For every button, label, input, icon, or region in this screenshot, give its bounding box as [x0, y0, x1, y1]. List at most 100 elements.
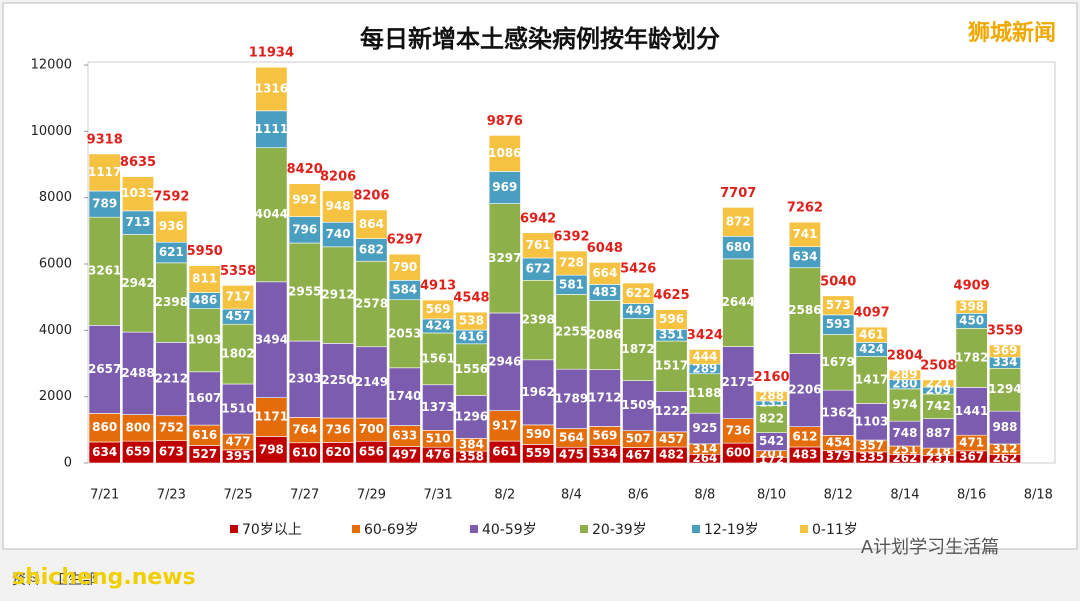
bar-segment	[788, 353, 821, 427]
bar-segment	[855, 326, 888, 343]
bar-segment	[655, 340, 688, 392]
legend-swatch	[580, 525, 588, 533]
x-tick-label: 8/12	[824, 488, 853, 503]
segment-label: 673	[159, 444, 184, 458]
segment-label: 449	[626, 304, 651, 318]
segment-label: 559	[526, 446, 551, 460]
x-tick-label: 7/21	[90, 488, 119, 503]
bar-segment	[488, 203, 521, 314]
total-label: 5950	[187, 244, 223, 259]
segment-label: 925	[692, 421, 717, 435]
total-label: 8206	[320, 169, 356, 184]
x-tick-label: 8/8	[694, 488, 715, 503]
segment-label: 534	[592, 447, 617, 461]
bar-segment	[322, 190, 355, 223]
total-label: 4909	[954, 279, 990, 294]
bar-segment	[488, 410, 521, 442]
segment-label: 596	[659, 312, 684, 326]
segment-label: 398	[959, 299, 984, 313]
segment-label: 467	[626, 448, 651, 462]
segment-label: 1086	[488, 146, 521, 160]
segment-label: 633	[392, 429, 417, 443]
segment-label: 728	[559, 256, 584, 270]
total-label: 5358	[220, 264, 256, 279]
segment-label: 2086	[588, 328, 621, 342]
bar-segment	[255, 66, 288, 112]
bar-segment	[222, 284, 255, 310]
total-label: 3424	[687, 328, 723, 343]
segment-label: 424	[426, 318, 451, 332]
bar-segment	[722, 418, 755, 444]
segment-label: 457	[659, 432, 684, 446]
segment-label: 2644	[722, 295, 755, 309]
segment-label: 379	[826, 449, 851, 463]
bar-segment	[922, 418, 955, 449]
segment-label: 1417	[855, 372, 888, 386]
segment-label: 917	[492, 418, 517, 432]
x-tick-label: 7/31	[424, 488, 453, 503]
bar-segment	[488, 135, 521, 172]
bar-segment	[255, 397, 288, 437]
segment-label: 312	[992, 442, 1017, 456]
segment-label: 764	[292, 423, 317, 437]
segment-label: 2303	[288, 372, 321, 386]
chart-title: 每日新增本土感染病例按年龄划分	[360, 25, 720, 53]
x-tick-label: 8/6	[628, 488, 649, 503]
segment-label: 1033	[121, 186, 154, 200]
segment-label: 887	[926, 426, 951, 440]
y-tick-label: 0	[64, 456, 72, 471]
segment-label: 590	[526, 427, 551, 441]
legend-swatch	[692, 525, 700, 533]
bar-segment	[122, 331, 154, 415]
bar-segment	[822, 334, 855, 391]
bar-segment	[188, 308, 221, 373]
segment-label: 395	[226, 449, 251, 463]
segment-label: 358	[459, 450, 484, 464]
bar-segment	[855, 403, 888, 441]
segment-label: 2942	[121, 276, 154, 290]
segment-label: 1294	[988, 382, 1021, 396]
bar-segment	[355, 260, 388, 348]
segment-label: 457	[226, 309, 251, 323]
bar-segment	[989, 367, 1021, 412]
segment-label: 2578	[355, 296, 388, 310]
segment-label: 483	[592, 285, 617, 299]
bar-segment	[488, 312, 521, 411]
x-tick-label: 8/18	[1024, 488, 1053, 503]
total-label: 5426	[620, 262, 656, 277]
segment-label: 656	[359, 445, 384, 459]
segment-label: 289	[892, 367, 917, 381]
bar-segment	[922, 393, 955, 419]
total-label: 6942	[520, 211, 556, 226]
segment-label: 682	[359, 242, 384, 256]
bar-segment	[922, 379, 955, 388]
x-tick-label: 8/10	[757, 488, 786, 503]
segment-label: 634	[792, 250, 817, 264]
total-label: 9876	[487, 114, 523, 129]
bar-segment	[122, 176, 154, 212]
segment-label: 2946	[488, 354, 521, 368]
segment-label: 736	[726, 423, 751, 437]
segment-label: 672	[526, 262, 551, 276]
segment-label: 262	[992, 451, 1017, 465]
segment-label: 992	[292, 193, 317, 207]
bar-segment	[555, 368, 588, 429]
segment-label: 424	[859, 342, 884, 356]
segment-label: 1362	[822, 405, 855, 419]
segment-label: 569	[426, 302, 451, 316]
segment-label: 564	[559, 430, 584, 444]
segment-label: 1517	[655, 359, 688, 373]
segment-label: 872	[726, 214, 751, 228]
segment-label: 1373	[421, 400, 454, 414]
segment-label: 483	[792, 447, 817, 461]
bar-segment	[655, 391, 688, 433]
segment-label: 454	[826, 435, 851, 449]
segment-label: 948	[326, 199, 351, 213]
bar-segment	[822, 295, 855, 316]
segment-label: 789	[92, 197, 117, 211]
segment-label: 1222	[655, 404, 688, 418]
bar-segment	[688, 412, 721, 445]
total-label: 5040	[820, 274, 856, 289]
bar-segment	[888, 388, 921, 422]
segment-label: 610	[292, 445, 317, 459]
